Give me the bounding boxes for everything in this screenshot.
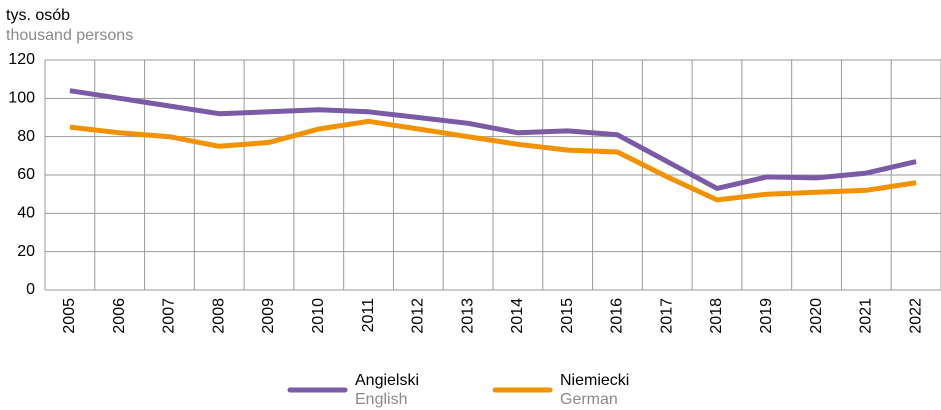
x-tick-label: 2009: [260, 298, 277, 334]
legend-label-en: English: [355, 391, 407, 408]
legend-label-en: German: [560, 391, 618, 408]
y-tick-label: 100: [8, 90, 35, 107]
x-tick-label: 2020: [808, 298, 825, 334]
y-tick-label: 40: [17, 205, 35, 222]
legend-label: Angielski: [355, 372, 419, 389]
x-tick-label: 2018: [708, 298, 725, 334]
x-tick-label: 2008: [210, 298, 227, 334]
x-tick-label: 2011: [360, 298, 377, 333]
x-tick-label: 2021: [858, 298, 875, 334]
x-tick-label: 2012: [410, 298, 427, 334]
y-tick-label: 80: [17, 128, 35, 145]
y-label-en: thousand persons: [6, 27, 133, 44]
x-tick-label: 2013: [459, 298, 476, 334]
x-tick-label: 2014: [509, 298, 526, 334]
x-tick-label: 2006: [111, 298, 128, 334]
x-tick-label: 2016: [609, 298, 626, 334]
series-line: [69, 118, 917, 203]
y-label: tys. osób: [6, 7, 70, 24]
x-tick-label: 2015: [559, 298, 576, 334]
y-tick-label: 60: [17, 166, 35, 183]
x-tick-label: 2007: [161, 298, 178, 334]
x-tick-label: 2017: [658, 298, 675, 334]
y-tick-label: 20: [17, 243, 35, 260]
x-tick-label: 2019: [758, 298, 775, 334]
series-line: [69, 88, 917, 191]
x-tick-label: 2005: [61, 298, 78, 334]
y-tick-label: 120: [8, 51, 35, 68]
x-tick-label: 2022: [907, 298, 924, 334]
x-tick-label: 2010: [310, 298, 327, 334]
legend-label: Niemiecki: [560, 372, 629, 389]
y-tick-label: 0: [26, 281, 35, 298]
